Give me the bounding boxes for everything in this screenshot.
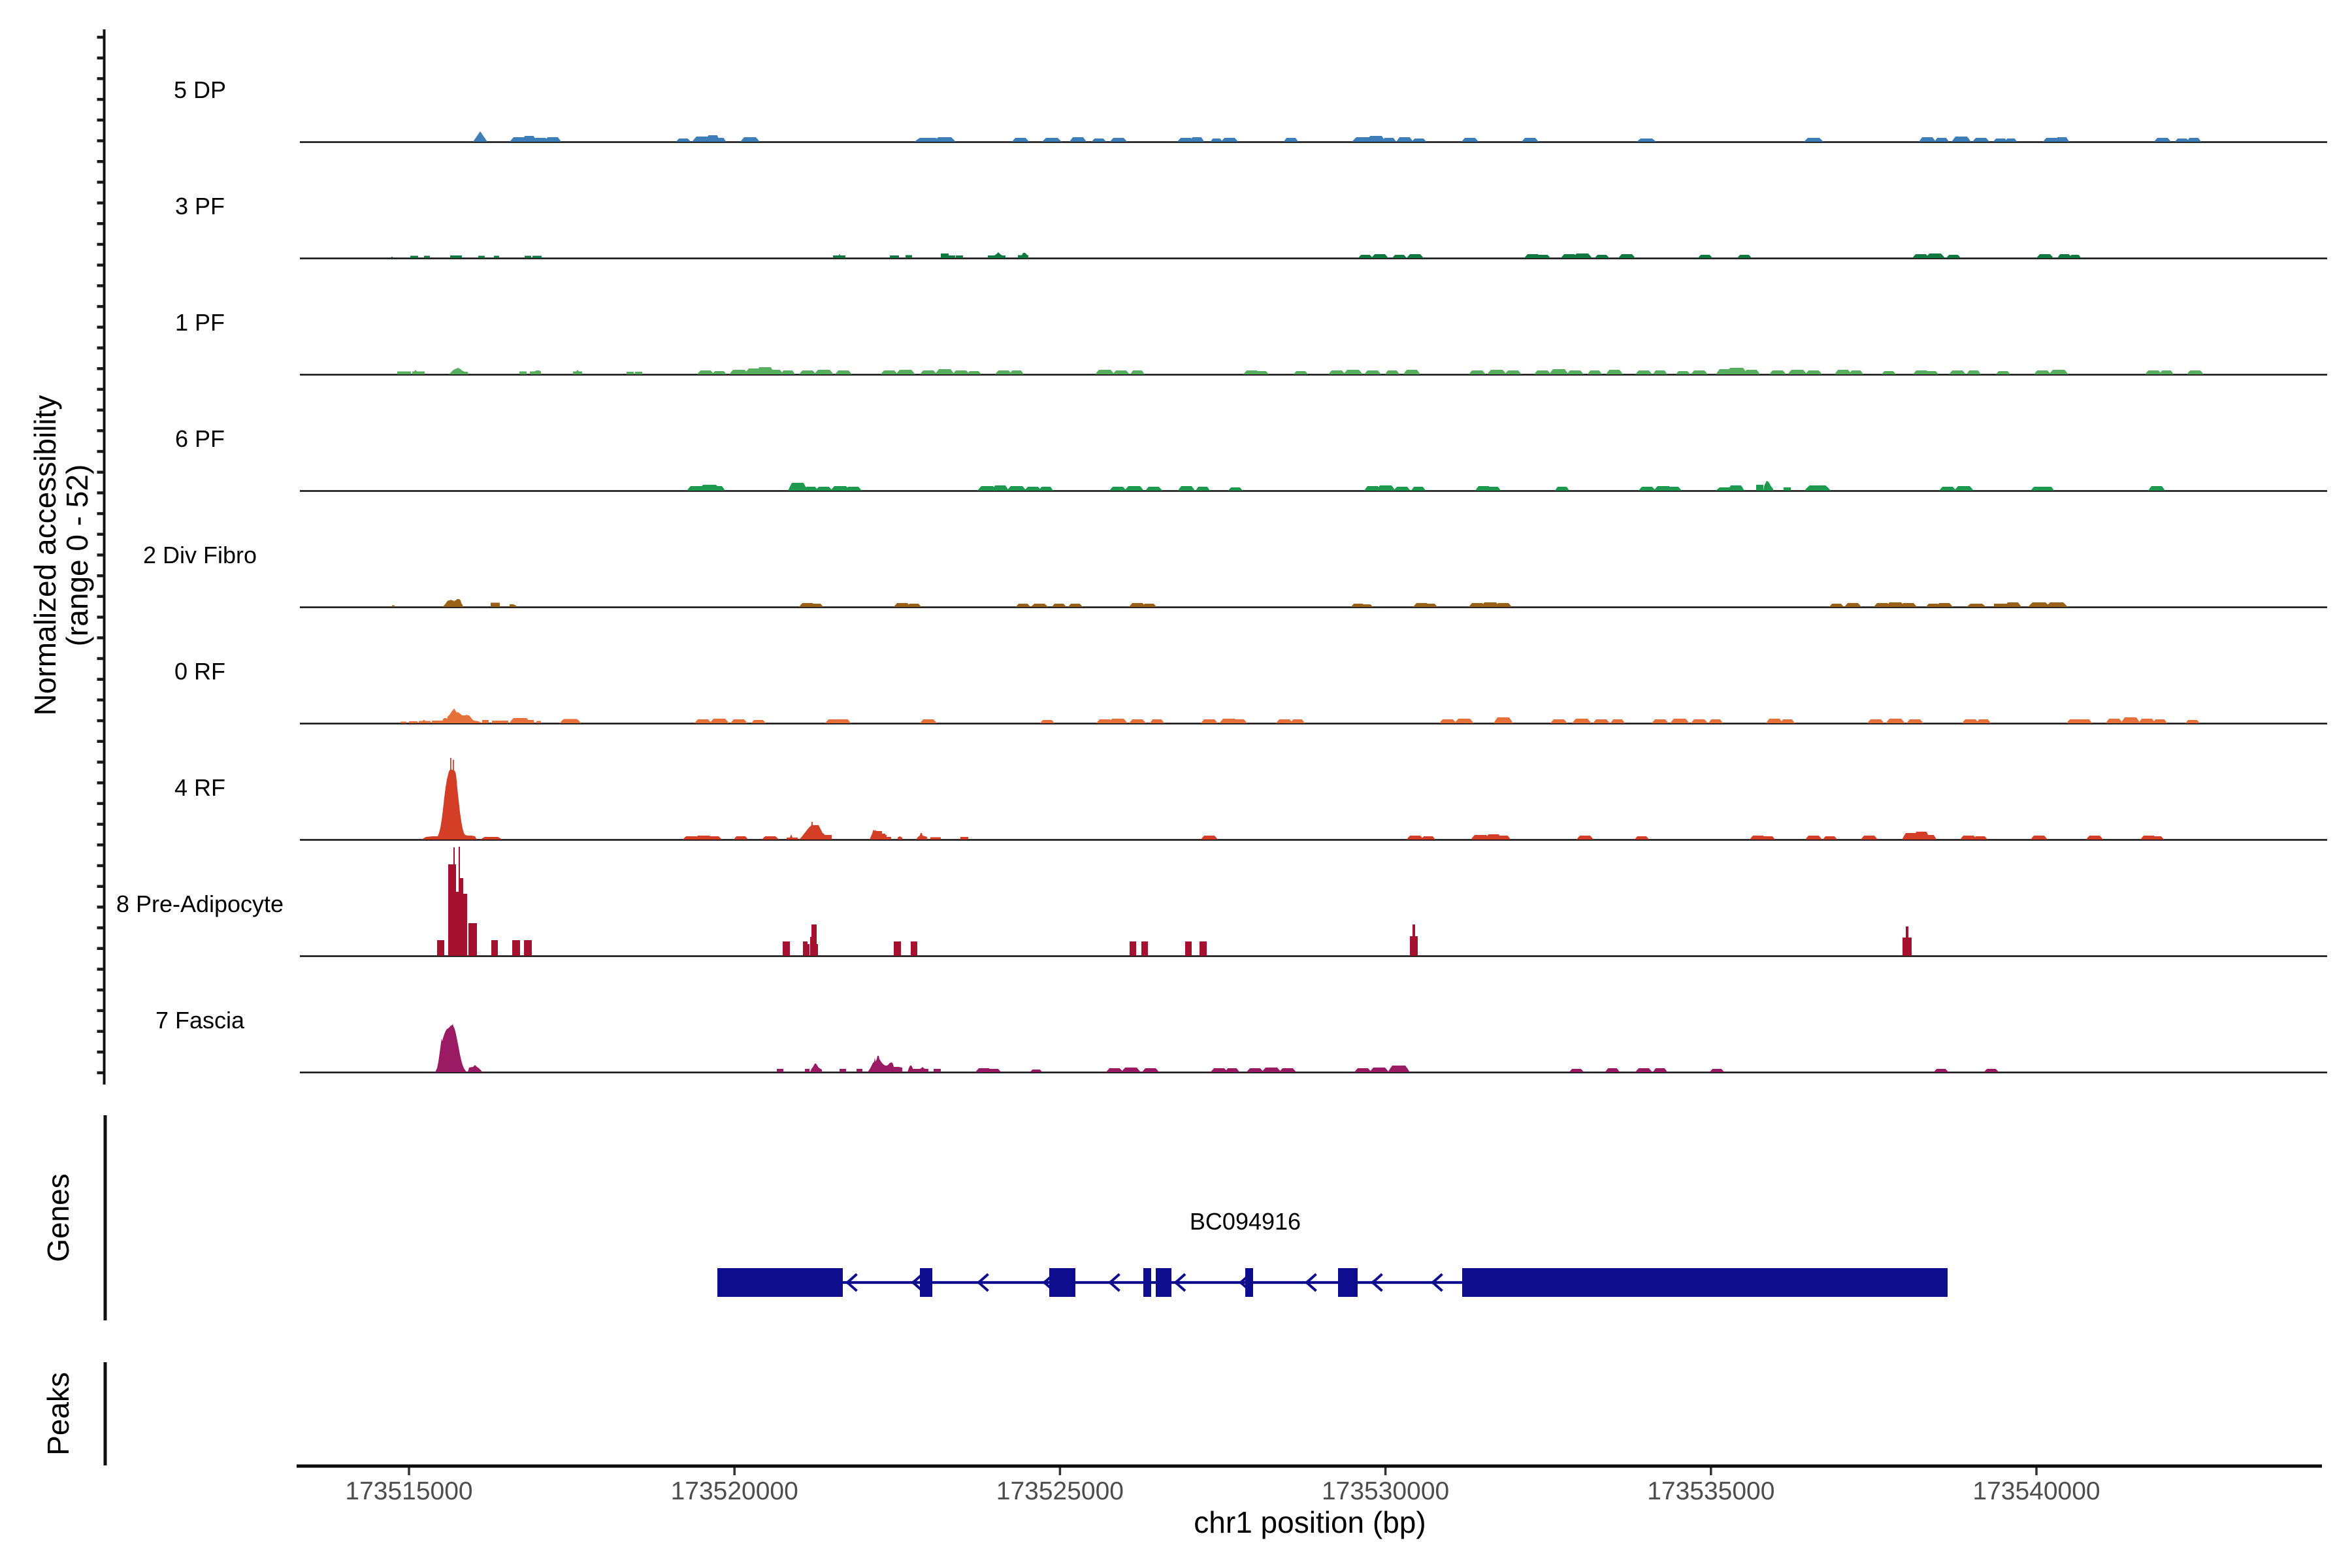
svg-text:8 Pre-Adipocyte: 8 Pre-Adipocyte (116, 890, 284, 917)
svg-text:1 PF: 1 PF (175, 309, 225, 336)
svg-text:173525000: 173525000 (996, 1477, 1124, 1505)
svg-text:173535000: 173535000 (1647, 1477, 1774, 1505)
svg-text:7 Fascia: 7 Fascia (155, 1007, 245, 1034)
svg-text:173540000: 173540000 (1972, 1477, 2100, 1505)
svg-text:chr1 position (bp): chr1 position (bp) (1194, 1505, 1426, 1539)
svg-text:3 PF: 3 PF (175, 193, 225, 220)
svg-text:173530000: 173530000 (1322, 1477, 1449, 1505)
svg-text:Normalized accessibility: Normalized accessibility (28, 395, 62, 716)
svg-text:BC094916: BC094916 (1190, 1208, 1301, 1235)
svg-text:173520000: 173520000 (671, 1477, 798, 1505)
svg-text:Peaks: Peaks (41, 1372, 75, 1456)
svg-text:0 RF: 0 RF (174, 658, 225, 685)
svg-text:2 Div Fibro: 2 Div Fibro (143, 542, 257, 568)
svg-text:4 RF: 4 RF (174, 774, 225, 801)
svg-text:(range 0 - 52): (range 0 - 52) (60, 465, 94, 647)
svg-text:5 DP: 5 DP (174, 76, 226, 103)
svg-text:Genes: Genes (41, 1173, 75, 1262)
svg-text:6 PF: 6 PF (175, 425, 225, 452)
svg-text:173515000: 173515000 (345, 1477, 472, 1505)
